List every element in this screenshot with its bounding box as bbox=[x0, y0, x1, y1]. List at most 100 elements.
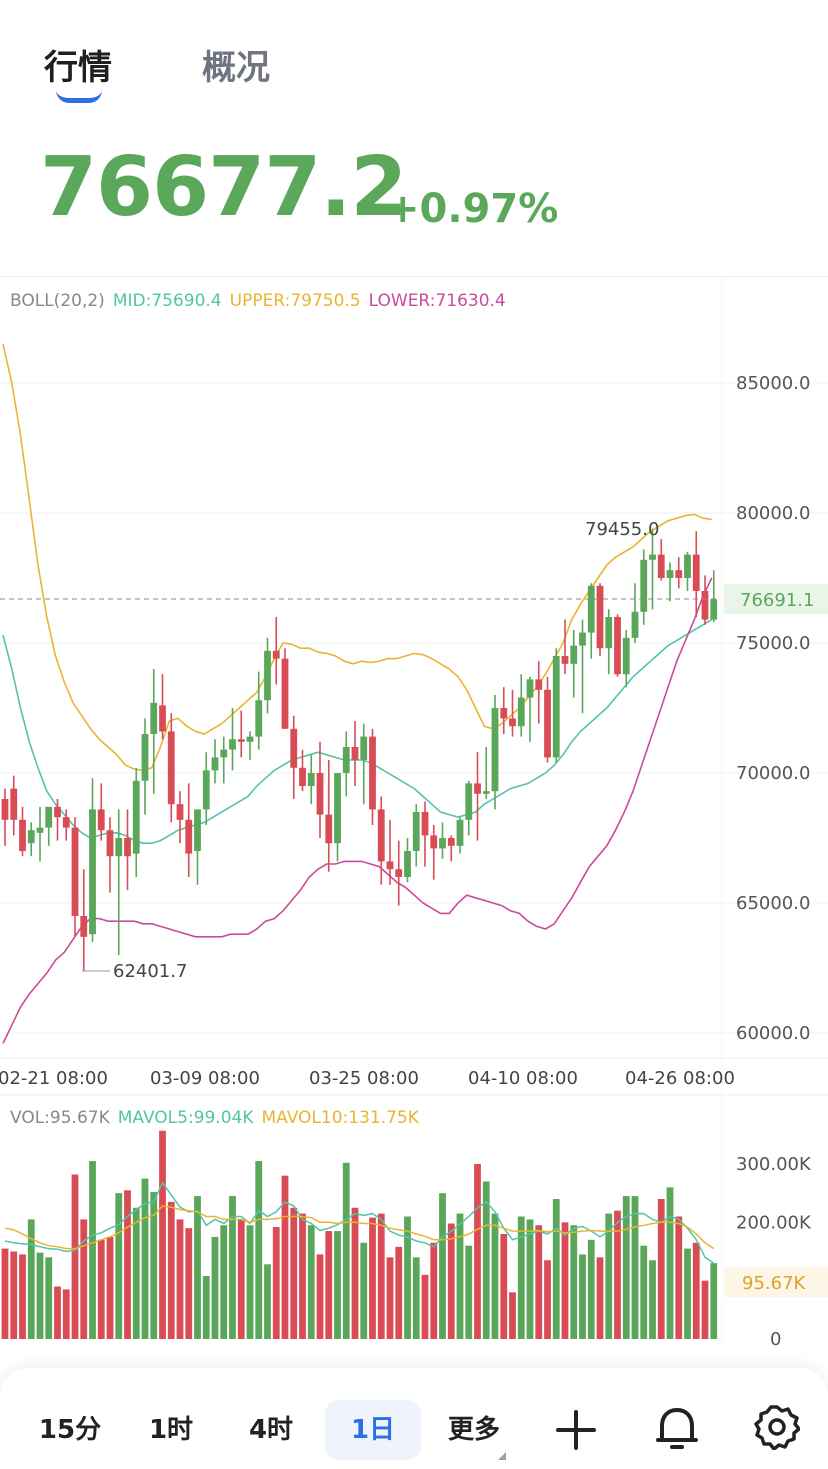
y-tick-label: 80000.0 bbox=[736, 503, 810, 524]
y-tick-label: 85000.0 bbox=[736, 373, 810, 394]
boll-upper-label: UPPER:79750.5 bbox=[230, 291, 361, 311]
x-tick-label: 04-10 08:00 bbox=[468, 1068, 578, 1089]
tab-overview[interactable]: 概况 bbox=[202, 48, 270, 88]
candle bbox=[622, 637, 630, 675]
volume-bar bbox=[176, 1219, 184, 1339]
volume-bar bbox=[281, 1175, 289, 1339]
interval-4h-button[interactable]: 4时 bbox=[248, 1415, 294, 1445]
candle bbox=[194, 809, 201, 851]
candle bbox=[264, 650, 271, 701]
interval-15m-button[interactable]: 15分 bbox=[38, 1415, 102, 1445]
current-price-tag bbox=[724, 584, 828, 615]
candle bbox=[657, 554, 665, 578]
volume-bar bbox=[395, 1246, 403, 1339]
volume-bar bbox=[316, 1254, 324, 1339]
candle bbox=[176, 804, 184, 820]
candle bbox=[351, 747, 359, 760]
candle bbox=[491, 708, 499, 792]
volume-bar bbox=[710, 1263, 718, 1339]
candle bbox=[605, 617, 613, 649]
volume-legend: VOL:95.67K MAVOL5:99.04K MAVOL10:131.75K bbox=[10, 1108, 420, 1128]
boll-mid-label: MID:75690.4 bbox=[113, 291, 222, 311]
boll-legend: BOLL(20,2) MID:75690.4 UPPER:79750.5 LOW… bbox=[10, 291, 506, 311]
candle bbox=[421, 812, 429, 836]
volume-bar bbox=[202, 1276, 210, 1339]
price-annotations: 76691.1 79455.0 62401.7 bbox=[0, 519, 828, 982]
candle bbox=[307, 773, 315, 786]
candle bbox=[80, 916, 88, 937]
candle bbox=[649, 554, 656, 560]
interval-1h-button[interactable]: 1时 bbox=[148, 1415, 194, 1445]
volume-bar bbox=[579, 1254, 586, 1339]
volume-bar bbox=[80, 1219, 88, 1339]
candle bbox=[482, 791, 490, 794]
candle bbox=[54, 806, 61, 818]
volume-bar bbox=[491, 1213, 499, 1339]
candle bbox=[132, 780, 140, 854]
bell-icon[interactable] bbox=[654, 1404, 700, 1452]
candle bbox=[570, 645, 578, 664]
volume-bar bbox=[500, 1234, 508, 1339]
candle bbox=[360, 736, 368, 760]
volume-bar bbox=[246, 1225, 254, 1339]
tab-market[interactable]: 行情 bbox=[44, 48, 112, 88]
candle bbox=[124, 838, 131, 857]
volume-bar bbox=[640, 1245, 648, 1339]
volume-bar bbox=[27, 1219, 35, 1339]
candle bbox=[325, 814, 333, 844]
candle bbox=[579, 632, 586, 646]
candle bbox=[386, 861, 394, 870]
candle bbox=[614, 617, 621, 675]
volume-bar bbox=[474, 1164, 481, 1339]
candle bbox=[596, 585, 604, 649]
volume-bar bbox=[351, 1207, 359, 1339]
volume-bar bbox=[1, 1248, 9, 1339]
volume-bar bbox=[45, 1257, 53, 1339]
candle bbox=[71, 827, 79, 916]
volume-bar bbox=[561, 1222, 569, 1339]
divider bbox=[0, 276, 828, 277]
interval-1d-button[interactable]: 1日 bbox=[325, 1400, 421, 1460]
volume-bar bbox=[377, 1213, 385, 1339]
candle bbox=[115, 838, 123, 857]
volume-bar bbox=[456, 1213, 464, 1339]
volume-bar bbox=[62, 1289, 70, 1339]
candle bbox=[159, 705, 166, 732]
volume-bar bbox=[290, 1207, 298, 1339]
candle bbox=[1, 799, 9, 820]
x-tick-label: 02-21 08:00 bbox=[0, 1068, 108, 1089]
candle bbox=[211, 757, 219, 771]
price-chart[interactable]: 02-21 08:00 03-09 08:00 03-25 08:00 04-10 0… bbox=[0, 278, 828, 1368]
volume-bar bbox=[605, 1213, 613, 1339]
volume-bar bbox=[132, 1207, 140, 1339]
volume-bar bbox=[124, 1190, 131, 1339]
boll-lower-line bbox=[2, 577, 713, 1044]
volume-bar bbox=[447, 1223, 455, 1339]
plus-icon[interactable] bbox=[556, 1410, 596, 1450]
volume-bar bbox=[526, 1219, 534, 1339]
header-tabs: 行情 概况 bbox=[0, 0, 828, 120]
volume-bar bbox=[649, 1260, 656, 1339]
candle bbox=[97, 809, 105, 831]
volume-bar bbox=[701, 1280, 709, 1339]
volume-tick-label: 0 bbox=[770, 1329, 781, 1350]
candle bbox=[631, 611, 639, 638]
high-price-label: 79455.0 bbox=[585, 519, 659, 540]
x-tick-label: 04-26 08:00 bbox=[625, 1068, 735, 1089]
volume-bar bbox=[272, 1227, 280, 1339]
candle bbox=[474, 783, 481, 794]
volume-bar bbox=[36, 1252, 44, 1339]
volume-bar bbox=[657, 1199, 665, 1339]
settings-gear-icon[interactable] bbox=[754, 1404, 800, 1450]
volume-bar bbox=[141, 1178, 149, 1339]
volume-bar bbox=[71, 1174, 79, 1339]
volume-bar bbox=[675, 1216, 683, 1339]
volume-bar bbox=[544, 1260, 551, 1339]
more-intervals-button[interactable]: 更多 bbox=[447, 1415, 500, 1445]
candle bbox=[229, 739, 236, 750]
mavol5-line bbox=[4, 1181, 715, 1264]
volume-bar bbox=[386, 1257, 394, 1339]
candle bbox=[377, 809, 385, 862]
candle bbox=[535, 679, 543, 690]
candle bbox=[692, 554, 700, 591]
